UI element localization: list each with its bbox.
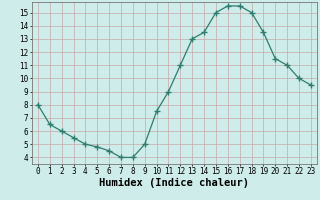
X-axis label: Humidex (Indice chaleur): Humidex (Indice chaleur) xyxy=(100,178,249,188)
